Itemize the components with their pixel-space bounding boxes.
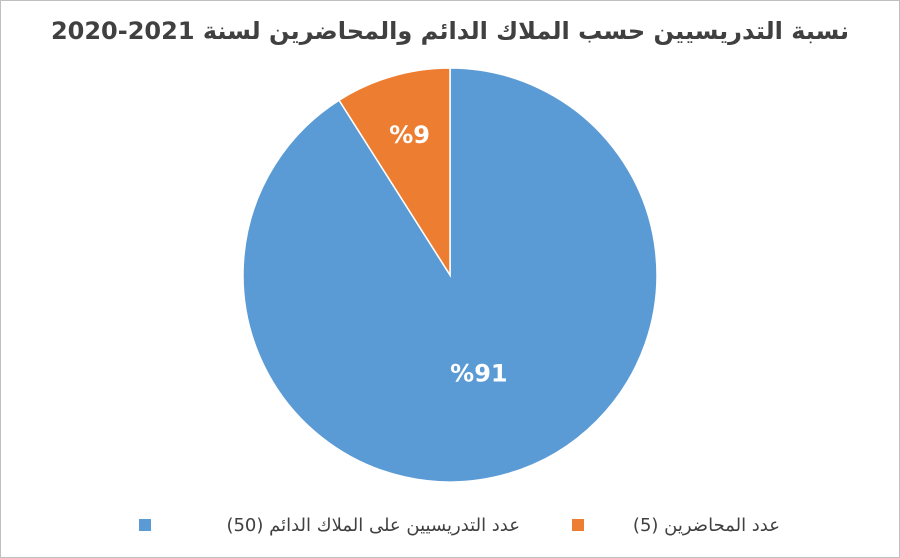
- pie-slice: [338, 67, 451, 278]
- data-label: %9: [389, 121, 430, 149]
- legend-swatch: [572, 519, 584, 531]
- legend-label: عدد المحاضرين (5): [633, 515, 780, 536]
- chart-title: نسبة التدريسيين حسب الملاك الدائم والمحا…: [51, 17, 849, 45]
- legend-label: عدد التدريسيين على الملاك الدائم (50): [226, 515, 520, 536]
- legend-swatch: [139, 519, 151, 531]
- data-label: %91: [450, 359, 507, 387]
